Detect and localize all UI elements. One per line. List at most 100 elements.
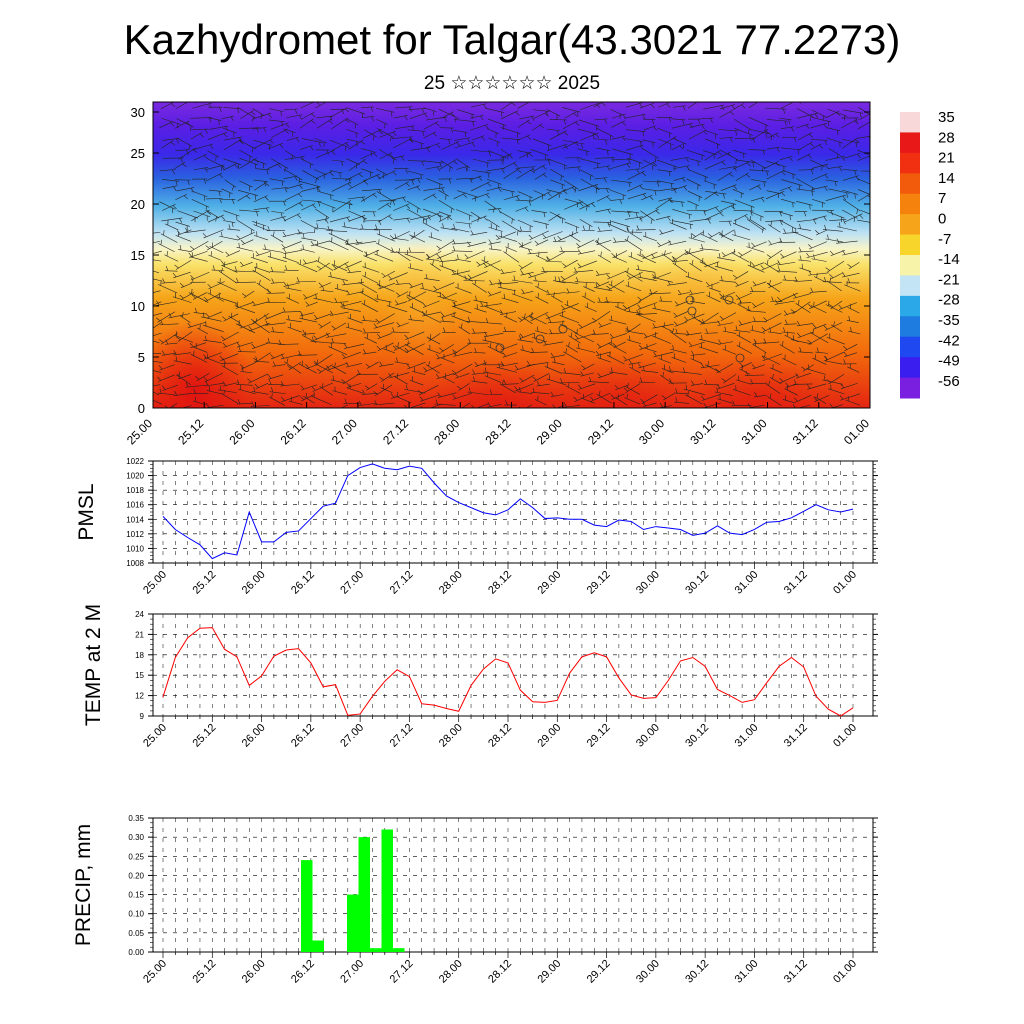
heatmap-x-tick-label: 29.12: [585, 416, 616, 447]
wind-barb: [342, 372, 361, 385]
wind-barb: [845, 399, 861, 406]
wind-barb: [748, 116, 769, 127]
wind-barb: [330, 342, 346, 344]
wind-barb-flag: [838, 304, 843, 309]
wind-barb: [157, 284, 178, 294]
wind-barb-flag: [830, 210, 834, 216]
x-tick-label: 29.00: [535, 958, 563, 986]
wind-barb: [207, 132, 227, 140]
wind-barb: [511, 279, 533, 284]
wind-barb: [217, 281, 237, 291]
wind-barb: [842, 199, 861, 212]
wind-barb: [440, 320, 455, 323]
wind-barb: [582, 295, 596, 304]
wind-barb-flag: [628, 306, 631, 312]
wind-barb-flag: [511, 102, 516, 106]
wind-barb: [299, 363, 318, 374]
wind-barb: [441, 111, 454, 119]
wind-barb: [798, 169, 815, 171]
wind-barb: [280, 353, 302, 360]
wind-barb: [204, 357, 223, 365]
wind-barb-flag: [808, 244, 813, 249]
wind-barb: [204, 292, 222, 303]
wind-barb-flag: [560, 276, 565, 280]
wind-barb: [579, 169, 594, 177]
wind-barb-flag: [449, 166, 451, 172]
wind-barb-flag: [781, 171, 786, 176]
wind-barb-flag: [427, 254, 430, 260]
wind-barb-flag: [788, 119, 791, 125]
wind-barb: [546, 378, 566, 386]
wind-barb-flag: [563, 402, 567, 408]
wind-barb-flag: [577, 111, 579, 117]
wind-barb: [827, 166, 843, 169]
wind-barbs: [153, 102, 870, 408]
wind-barb-flag: [793, 397, 798, 402]
wind-barb-flag: [650, 218, 653, 224]
wind-barb: [636, 313, 656, 323]
wind-barb-flag: [528, 153, 533, 157]
wind-barb: [303, 260, 317, 265]
x-tick-label: 01.00: [831, 722, 859, 750]
wind-barb: [596, 351, 611, 357]
wind-barb: [501, 188, 515, 193]
x-tick-label: 31.00: [733, 569, 761, 597]
wind-barb-flag: [181, 312, 184, 318]
wind-barb-flag: [347, 322, 349, 328]
wind-barb-flag: [601, 102, 606, 107]
wind-barb-flag: [654, 303, 656, 309]
wind-barb: [580, 102, 600, 110]
wind-barb-flag: [577, 166, 581, 172]
wind-barb-flag: [395, 279, 399, 285]
wind-barb: [409, 112, 428, 119]
wind-barb: [798, 250, 814, 253]
wind-barb: [531, 392, 550, 395]
wind-barb-flag: [511, 191, 513, 197]
wind-barb: [255, 168, 270, 171]
wind-barb: [189, 256, 208, 262]
wind-barb: [441, 141, 460, 150]
wind-barb: [301, 394, 315, 402]
wind-barb: [657, 128, 673, 135]
wind-barb: [547, 143, 568, 151]
wind-barb: [288, 362, 302, 371]
wind-barb-flag: [562, 263, 567, 267]
wind-barb-flag: [578, 343, 580, 349]
wind-barb-flag: [526, 135, 531, 140]
wind-barb-flag: [346, 290, 350, 295]
wind-barb: [380, 387, 393, 393]
wind-barb: [777, 292, 798, 303]
wind-barb-flag: [628, 182, 631, 188]
wind-barb-flag: [554, 357, 556, 363]
wind-barb: [439, 159, 457, 170]
wind-barb: [320, 289, 334, 293]
wind-barb: [500, 271, 516, 275]
wind-barb-flag: [560, 246, 563, 252]
wind-barb: [810, 143, 822, 150]
wind-barb: [699, 261, 718, 271]
wind-barb-flag: [238, 140, 244, 144]
wind-barb-flag: [238, 346, 241, 352]
wind-barb: [487, 404, 502, 408]
wind-barb: [546, 310, 566, 320]
wind-barb-flag: [627, 211, 631, 217]
wind-barb: [639, 343, 657, 350]
wind-barb: [393, 237, 409, 241]
wind-barb: [455, 373, 470, 379]
wind-barb: [408, 177, 421, 181]
wind-barb-flag: [190, 275, 195, 280]
wind-barb-flag: [450, 127, 453, 133]
wind-barb-flag: [797, 149, 800, 155]
wind-barb-flag: [828, 304, 834, 308]
colorbar-label: -42: [938, 332, 960, 349]
wind-barb-flag: [467, 316, 470, 322]
y-tick-label: 0.15: [128, 891, 144, 900]
wind-barb-flag: [500, 345, 504, 350]
wind-barb-flag: [868, 136, 870, 140]
wind-barb: [531, 210, 547, 213]
wind-barb: [180, 282, 193, 289]
wind-barb: [315, 102, 327, 109]
wind-barb: [627, 192, 647, 200]
wind-barb-flag: [666, 103, 671, 108]
wind-barb-flag: [571, 231, 574, 237]
